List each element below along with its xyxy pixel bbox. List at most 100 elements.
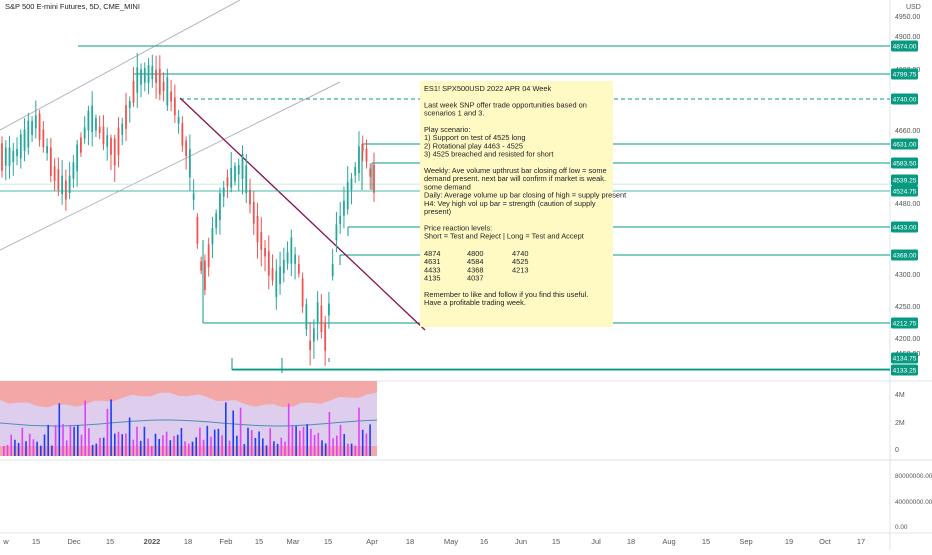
volume-bar[interactable] bbox=[44, 435, 46, 456]
candle-body[interactable] bbox=[9, 147, 11, 165]
candle-body[interactable] bbox=[320, 306, 322, 333]
candle-body[interactable] bbox=[121, 124, 123, 135]
volume-bar[interactable] bbox=[332, 438, 334, 456]
volume-bar[interactable] bbox=[177, 435, 179, 456]
volume-bar[interactable] bbox=[325, 443, 327, 456]
candle-body[interactable] bbox=[268, 251, 270, 275]
price-axis[interactable]: 4950.004900.004820.004660.004480.004300.… bbox=[891, 14, 920, 376]
volume-bar[interactable] bbox=[203, 440, 205, 456]
volume-bar[interactable] bbox=[40, 446, 42, 456]
volume-bar[interactable] bbox=[10, 435, 12, 456]
volume-bar[interactable] bbox=[236, 436, 238, 456]
volume-bar[interactable] bbox=[70, 425, 72, 456]
volume-bar[interactable] bbox=[225, 402, 227, 456]
volume-bar[interactable] bbox=[199, 428, 201, 456]
candle-body[interactable] bbox=[185, 141, 187, 157]
candle-body[interactable] bbox=[287, 252, 289, 263]
volume-bar[interactable] bbox=[66, 440, 68, 456]
volume-bar[interactable] bbox=[155, 434, 157, 456]
volume-bar[interactable] bbox=[262, 438, 264, 456]
volume-bar[interactable] bbox=[218, 429, 220, 456]
candle-body[interactable] bbox=[332, 264, 334, 276]
volume-bar[interactable] bbox=[336, 436, 338, 456]
candle-body[interactable] bbox=[189, 149, 191, 177]
volume-bar[interactable] bbox=[140, 441, 142, 456]
volume-bar[interactable] bbox=[188, 444, 190, 456]
candle-body[interactable] bbox=[275, 271, 277, 297]
time-axis[interactable]: w 15 Dec 15 2022 18 Feb 15 Mar 15 Apr 18 May 16 Jun 15 J… bbox=[2, 537, 865, 546]
candle-body[interactable] bbox=[24, 129, 26, 151]
volume-bar[interactable] bbox=[295, 426, 297, 456]
volume-bar[interactable] bbox=[299, 431, 301, 456]
candle-body[interactable] bbox=[347, 182, 349, 209]
volume-bar[interactable] bbox=[3, 446, 5, 456]
candle-body[interactable] bbox=[290, 237, 292, 263]
volume-bar[interactable] bbox=[351, 444, 353, 456]
volume-bar[interactable] bbox=[355, 446, 357, 456]
volume-bar[interactable] bbox=[362, 430, 364, 456]
candle-body[interactable] bbox=[84, 127, 86, 138]
volume-bar[interactable] bbox=[284, 442, 286, 456]
volume-bar[interactable] bbox=[133, 440, 135, 456]
volume-bar[interactable] bbox=[288, 404, 290, 456]
volume-bar[interactable] bbox=[214, 430, 216, 456]
candle-body[interactable] bbox=[103, 127, 105, 144]
volume-bar[interactable] bbox=[77, 425, 79, 456]
volume-bar[interactable] bbox=[273, 441, 275, 456]
volume-bar[interactable] bbox=[162, 435, 164, 456]
candle-body[interactable] bbox=[12, 151, 14, 162]
candle-body[interactable] bbox=[76, 145, 78, 172]
volume-bar[interactable] bbox=[229, 441, 231, 456]
volume-bar[interactable] bbox=[347, 444, 349, 456]
candle-body[interactable] bbox=[328, 304, 330, 316]
candle-body[interactable] bbox=[35, 115, 37, 128]
candle-body[interactable] bbox=[106, 135, 108, 146]
candle-body[interactable] bbox=[163, 82, 165, 91]
candle-body[interactable] bbox=[264, 248, 266, 256]
volume-bar[interactable] bbox=[7, 445, 9, 456]
candle-body[interactable] bbox=[298, 264, 300, 274]
candle-body[interactable] bbox=[336, 224, 338, 240]
candle-body[interactable] bbox=[313, 329, 315, 342]
candle-body[interactable] bbox=[155, 70, 157, 83]
volume-bar[interactable] bbox=[84, 401, 86, 456]
candle-body[interactable] bbox=[61, 176, 63, 194]
candle-body[interactable] bbox=[31, 121, 33, 135]
volume-bar[interactable] bbox=[192, 442, 194, 456]
candle-body[interactable] bbox=[166, 77, 168, 105]
volume-bar[interactable] bbox=[158, 439, 160, 456]
volume-bar[interactable] bbox=[88, 428, 90, 456]
candle-body[interactable] bbox=[27, 121, 29, 148]
volume-bar[interactable] bbox=[258, 432, 260, 456]
candle-body[interactable] bbox=[95, 118, 97, 130]
volume-bar[interactable] bbox=[29, 434, 31, 456]
candle-body[interactable] bbox=[39, 114, 41, 140]
volume-bar[interactable] bbox=[269, 428, 271, 456]
candle-body[interactable] bbox=[260, 232, 262, 250]
volume-bar[interactable] bbox=[33, 439, 35, 456]
volume-bar[interactable] bbox=[281, 438, 283, 456]
candle-body[interactable] bbox=[151, 66, 153, 79]
volume-bar[interactable] bbox=[207, 426, 209, 456]
volume-bar[interactable] bbox=[244, 444, 246, 456]
candle-body[interactable] bbox=[358, 146, 360, 173]
candle-body[interactable] bbox=[80, 138, 82, 153]
candle-body[interactable] bbox=[174, 97, 176, 115]
candle-body[interactable] bbox=[215, 213, 217, 228]
volume-bar[interactable] bbox=[247, 428, 249, 456]
volume-bar[interactable] bbox=[22, 428, 24, 456]
candle-body[interactable] bbox=[129, 101, 131, 108]
candle-body[interactable] bbox=[279, 267, 281, 284]
candle-body[interactable] bbox=[88, 111, 90, 131]
candle-body[interactable] bbox=[253, 202, 255, 223]
volume-bar[interactable] bbox=[166, 432, 168, 456]
candle-body[interactable] bbox=[204, 261, 206, 290]
volume-bar[interactable] bbox=[151, 446, 153, 456]
volume-bar[interactable] bbox=[81, 435, 83, 456]
candle-body[interactable] bbox=[343, 201, 345, 216]
candle-body[interactable] bbox=[91, 106, 93, 132]
volume-bar[interactable] bbox=[136, 427, 138, 456]
volume-bar[interactable] bbox=[329, 412, 331, 456]
volume-bar[interactable] bbox=[73, 427, 75, 456]
volume-pane[interactable] bbox=[0, 381, 932, 456]
